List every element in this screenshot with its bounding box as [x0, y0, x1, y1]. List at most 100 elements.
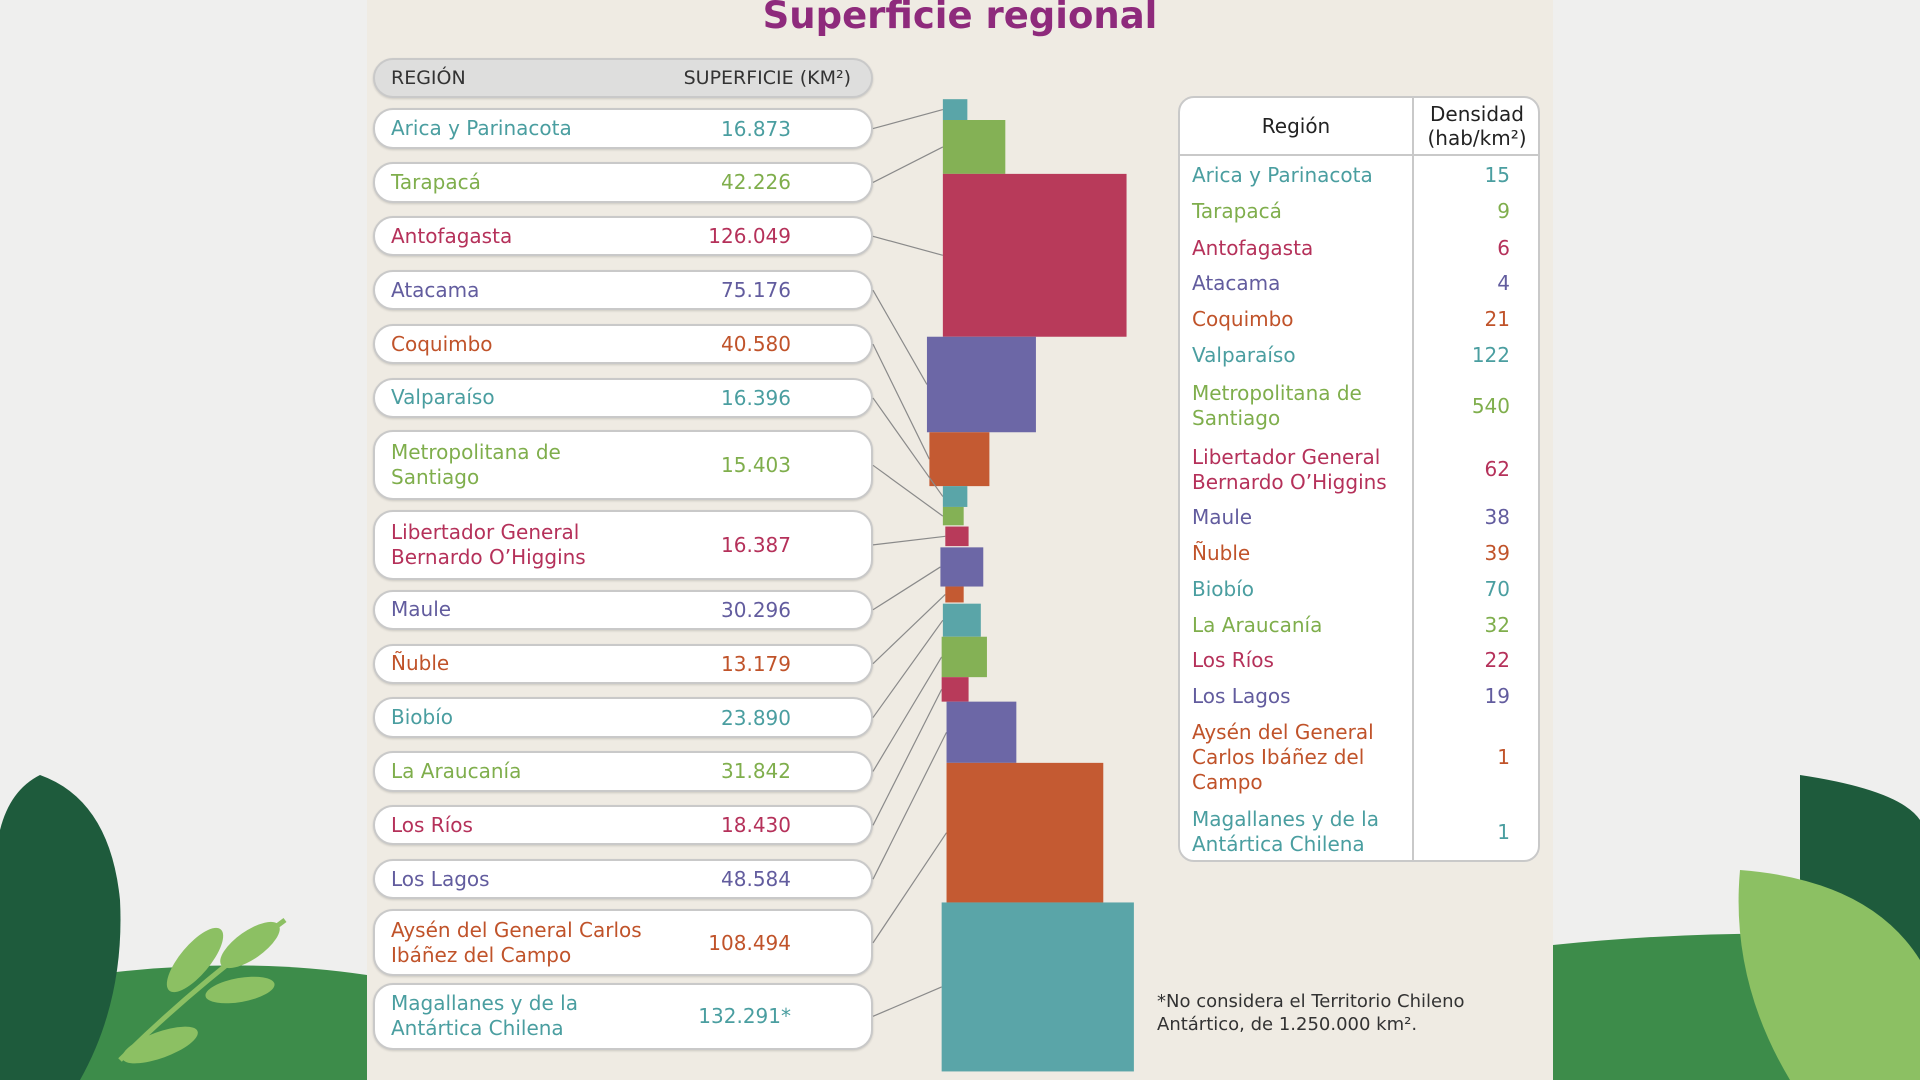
footnote: *No considera el Territorio Chileno Antá…	[1157, 991, 1465, 1035]
superficie-value: 126.049	[708, 224, 791, 249]
connector-line	[872, 689, 943, 826]
area-square	[941, 902, 1134, 1072]
superficie-value: 48.584	[721, 867, 791, 892]
density-value: 32	[1484, 612, 1510, 637]
density-region-name: Coquimbo	[1192, 306, 1294, 331]
superficie-value: 15.403	[721, 453, 791, 478]
density-region-name: Arica y Parinacota	[1192, 163, 1373, 188]
page-title: Superficie regional	[762, 0, 1158, 37]
density-value: 9	[1497, 198, 1510, 223]
density-value: 1	[1497, 819, 1510, 844]
superficie-value: 108.494	[708, 930, 791, 955]
density-value: 15	[1484, 163, 1510, 188]
density-value: 6	[1497, 235, 1510, 260]
density-value: 38	[1484, 505, 1510, 529]
area-square	[941, 636, 987, 678]
density-value: 39	[1484, 540, 1510, 565]
density-value: 540	[1471, 393, 1510, 418]
area-square	[942, 603, 981, 637]
superficie-value: 23.890	[721, 705, 791, 730]
region-name: Atacama	[391, 277, 480, 302]
density-region-name: Ñuble	[1192, 540, 1251, 565]
area-square	[946, 762, 1104, 903]
region-row: Libertador General Bernardo O’Higgins 16.…	[373, 510, 873, 580]
connector-line	[872, 235, 944, 256]
connector-line	[872, 397, 944, 497]
header-region: Región	[1261, 114, 1331, 138]
area-square	[946, 701, 1017, 763]
area-square	[942, 486, 968, 507]
region-name: Biobío	[391, 705, 454, 730]
connector-line	[872, 343, 930, 460]
header-densidad: Densidad (hab/km²)	[1427, 102, 1527, 150]
connector-line	[872, 109, 944, 130]
density-region-name: Biobío	[1192, 577, 1255, 602]
region-name: Ñuble	[391, 651, 450, 676]
connector-line	[872, 656, 943, 772]
area-square	[945, 586, 964, 603]
region-name: Aysén del General Carlos Ibáñez del Camp…	[391, 917, 642, 967]
area-square	[940, 547, 984, 587]
region-row: Los Lagos 48.584	[373, 859, 873, 900]
region-row: Valparaíso 16.396	[373, 377, 873, 419]
header-divider	[1180, 154, 1538, 156]
left-table-header: REGIÓN SUPERFICIE (KM²)	[373, 58, 873, 98]
density-region-name: Maule	[1192, 505, 1253, 529]
header-region: REGIÓN	[391, 66, 466, 89]
region-row: Magallanes y de la Antártica Chilena 132.…	[373, 982, 873, 1050]
density-region-name: Metropolitana de Santiago	[1192, 381, 1362, 431]
region-name: Libertador General Bernardo O’Higgins	[391, 519, 586, 569]
region-row: Biobío 23.890	[373, 697, 873, 738]
column-divider	[1412, 98, 1414, 860]
region-name: Coquimbo	[391, 331, 493, 356]
superficie-value: 18.430	[721, 813, 791, 838]
region-row: La Araucanía 31.842	[373, 751, 873, 792]
superficie-value: 31.842	[721, 759, 791, 784]
region-name: Tarapacá	[391, 169, 481, 194]
density-region-name: Los Ríos	[1192, 648, 1274, 673]
light-leaf-right	[1738, 870, 1920, 1080]
connector-line	[872, 566, 941, 611]
area-square	[941, 677, 969, 702]
header-superficie: SUPERFICIE (KM²)	[683, 67, 851, 89]
area-square	[945, 526, 969, 547]
density-value: 62	[1484, 457, 1510, 482]
area-square	[942, 173, 1127, 337]
density-region-name: Libertador General Bernardo O’Higgins	[1192, 444, 1387, 494]
region-row: Atacama 75.176	[373, 270, 873, 311]
region-name: La Araucanía	[391, 758, 522, 783]
region-name: Metropolitana de Santiago	[391, 440, 561, 490]
area-square	[926, 336, 1036, 433]
region-name: Arica y Parinacota	[391, 116, 572, 141]
region-row: Aysén del General Carlos Ibáñez del Camp…	[373, 909, 873, 977]
superficie-value: 42.226	[721, 170, 791, 195]
density-region-name: Atacama	[1192, 271, 1281, 296]
region-name: Los Ríos	[391, 812, 473, 837]
region-row: Los Ríos 18.430	[373, 805, 873, 846]
region-row: Maule 30.296	[373, 589, 873, 630]
density-value: 22	[1484, 648, 1510, 673]
superficie-value: 13.179	[721, 651, 791, 676]
area-square	[942, 99, 968, 121]
superficie-value: 132.291*	[698, 1004, 791, 1029]
region-row: Coquimbo 40.580	[373, 323, 873, 365]
connector-line	[872, 146, 944, 183]
density-value: 21	[1484, 306, 1510, 331]
density-value: 70	[1484, 577, 1510, 602]
density-table: Región Densidad (hab/km²) Arica y Parina…	[1178, 96, 1540, 862]
area-square	[929, 432, 990, 487]
region-name: Maule	[391, 597, 452, 622]
region-row: Ñuble 13.179	[373, 643, 873, 684]
connector-line	[872, 832, 948, 944]
dark-leaf-left	[0, 775, 121, 1080]
region-row: Antofagasta 126.049	[373, 216, 873, 257]
region-name: Valparaíso	[391, 385, 495, 410]
region-name: Antofagasta	[391, 223, 513, 248]
superficie-value: 75.176	[721, 278, 791, 303]
region-name: Magallanes y de la Antártica Chilena	[391, 991, 578, 1041]
density-region-name: Magallanes y de la Antártica Chilena	[1192, 807, 1379, 857]
density-region-name: Valparaíso	[1192, 343, 1296, 368]
density-region-name: Aysén del General Carlos Ibáñez del Camp…	[1192, 720, 1374, 795]
